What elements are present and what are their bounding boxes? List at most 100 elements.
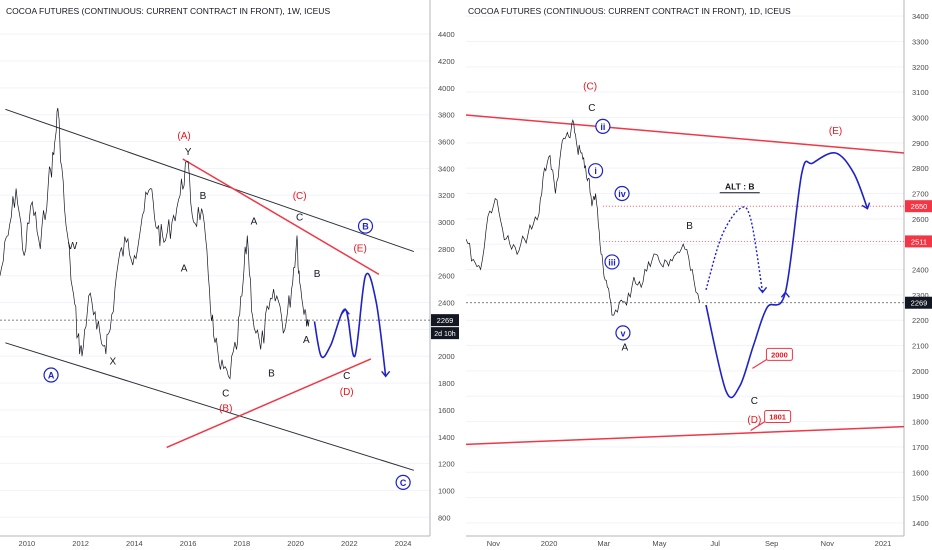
- projection-arrow: [340, 308, 350, 315]
- time-tick-label: 2022: [341, 539, 358, 548]
- wave-label: (A): [177, 131, 190, 142]
- weekly-chart-panel[interactable]: 8001000120014001600180020002200240026002…: [0, 0, 466, 550]
- price-tick-label: 1200: [438, 460, 455, 469]
- price-tick-label: 4200: [438, 57, 455, 66]
- price-tick-label: 1800: [438, 379, 455, 388]
- price-tick-label: 1400: [438, 433, 455, 442]
- callout-pointer: [752, 357, 769, 369]
- circled-wave-label: ii: [600, 122, 605, 132]
- time-tick-label: 2021: [875, 539, 892, 548]
- circled-wave-label: A: [48, 371, 55, 381]
- trendline-upper-black: [5, 108, 415, 253]
- time-tick-label: May: [652, 539, 666, 548]
- price-tick-label: 3600: [438, 138, 455, 147]
- wave-label: A: [181, 264, 188, 275]
- callout-box: [764, 410, 792, 424]
- daily-chart-panel[interactable]: 1400 1500 1600 1700 1800 1900 2000 2100 2200 2300…: [466, 0, 932, 550]
- time-tick-label: Mar: [597, 539, 610, 548]
- level-badge-bg: [905, 235, 932, 248]
- last-price-badge-bg: [905, 296, 932, 309]
- wave-label: (D): [340, 387, 354, 398]
- price-tick-label: 1600: [912, 468, 929, 477]
- arrowhead: [861, 202, 871, 210]
- level-badge: 2650: [911, 202, 928, 211]
- alt-path-arrow: [758, 286, 768, 294]
- trendline-upper-red: [182, 158, 380, 276]
- circled-wave-label: v: [620, 328, 625, 338]
- price-tick-label: 2900: [912, 139, 929, 148]
- circled-wave-label: B: [362, 222, 369, 232]
- price-tick-label: 1600: [438, 406, 455, 415]
- alt-b-path: [705, 206, 764, 293]
- price-series: [0, 107, 310, 380]
- circled-wave-label: iii: [608, 257, 616, 267]
- time-tick-label: 2020: [541, 539, 558, 548]
- wave-label: B: [200, 191, 207, 202]
- circled-wave-marker: [595, 118, 611, 134]
- price-tick-label: 3400: [438, 164, 455, 173]
- price-tick-label: 3800: [438, 111, 455, 120]
- arrowhead: [758, 286, 768, 294]
- price-tick-label: 2200: [912, 316, 929, 325]
- countdown-badge: 2d 10h: [434, 331, 456, 338]
- price-tick-label: 2000: [912, 367, 929, 376]
- callout-pointer: [750, 419, 767, 432]
- wave-label: B: [314, 269, 321, 280]
- circled-wave-marker: [587, 163, 604, 179]
- wave-label: C: [296, 213, 303, 224]
- callout-box: [765, 347, 793, 361]
- arrowhead: [780, 291, 790, 298]
- time-tick-label: 2010: [19, 539, 36, 548]
- chart-title: COCOA FUTURES (CONTINUOUS: CURRENT CONTR…: [6, 6, 330, 16]
- price-tick-label: 3400: [912, 12, 929, 21]
- circled-wave-marker: [357, 218, 374, 234]
- wave-label: C: [343, 371, 350, 382]
- price-tick-label: 3200: [912, 63, 929, 72]
- last-price-badge: 2269: [911, 299, 928, 308]
- circled-wave-marker: [43, 367, 59, 383]
- circled-wave-marker: [395, 474, 411, 490]
- projection-arrow: [861, 202, 871, 210]
- price-tick-label: 800: [438, 513, 451, 522]
- price-series: [466, 119, 700, 316]
- price-tick-label: 2400: [438, 299, 455, 308]
- wave-label: W: [68, 241, 78, 252]
- wave-label: A: [303, 335, 310, 346]
- time-tick-label: 2018: [234, 539, 251, 548]
- price-tick-label: 4400: [438, 30, 455, 39]
- time-tick-label: 2014: [126, 539, 143, 548]
- price-tick-label: 2800: [438, 245, 455, 254]
- price-tick-label: 1000: [438, 486, 455, 495]
- wave-label: ALT : B: [725, 182, 755, 192]
- wave-label: (D): [747, 415, 761, 426]
- wave-label: B: [268, 368, 275, 379]
- price-tick-label: 3200: [438, 191, 455, 200]
- wave-label: B: [686, 221, 693, 232]
- price-tick-label: 4000: [438, 84, 455, 93]
- price-tick-label: 3000: [912, 113, 929, 122]
- wave-label: (C): [293, 191, 307, 202]
- price-tick-label: 3000: [438, 218, 455, 227]
- wave-label: A: [251, 217, 258, 228]
- price-tick-label: 2000: [438, 352, 455, 361]
- trendline-lower-red: [166, 358, 372, 449]
- countdown-badge-bg: [431, 327, 459, 340]
- price-tick-label: 1500: [912, 494, 929, 503]
- circled-wave-marker: [614, 185, 630, 202]
- price-tick-label: 3300: [912, 37, 929, 46]
- wave-label: (C): [583, 82, 597, 93]
- price-tick-label: 1700: [912, 443, 929, 452]
- arrowhead: [340, 308, 350, 315]
- price-tick-label: 2300: [912, 291, 929, 300]
- price-tick-label: 2100: [912, 342, 929, 351]
- circled-wave-label: C: [400, 478, 407, 488]
- circled-wave-marker: [615, 325, 631, 341]
- wave-label: (E): [829, 126, 842, 137]
- wave-label: X: [110, 356, 117, 367]
- wave-label: C: [751, 396, 758, 407]
- trendline-lower-red: [466, 425, 905, 446]
- time-tick-label: 2016: [180, 539, 197, 548]
- price-tick-label: 1400: [912, 519, 929, 528]
- chart-title: COCOA FUTURES (CONTINUOUS: CURRENT CONTR…: [468, 6, 791, 16]
- wave-label: C: [222, 388, 229, 399]
